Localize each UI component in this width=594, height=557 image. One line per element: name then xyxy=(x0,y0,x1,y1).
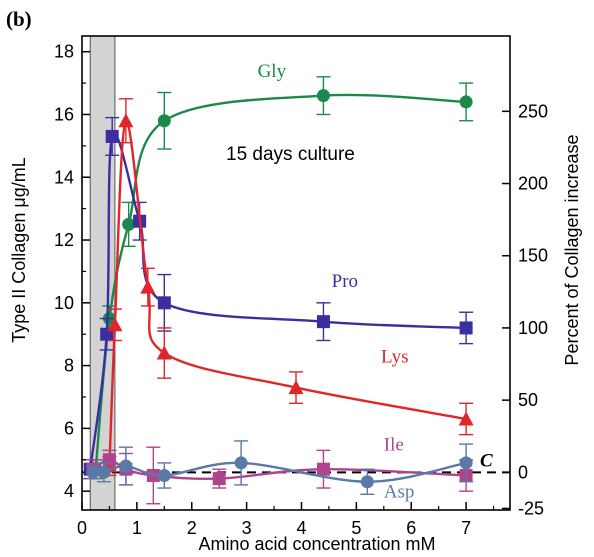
series-asp xyxy=(85,440,474,496)
ile-point xyxy=(212,472,226,486)
lys-point xyxy=(156,345,172,360)
ile-point xyxy=(102,453,116,467)
lys-point xyxy=(458,411,474,426)
asp-point xyxy=(119,459,133,473)
curve-label-asp: Asp xyxy=(384,481,415,502)
y-tick-label: 6 xyxy=(64,418,74,438)
pro-point xyxy=(459,321,473,335)
x-tick-label: 4 xyxy=(296,518,306,538)
curve-label-pro: Pro xyxy=(332,271,358,292)
y-tick-label: 14 xyxy=(54,167,74,187)
panel-label: (b) xyxy=(6,7,32,31)
x-tick-label: 2 xyxy=(187,518,197,538)
y-tick-label: 16 xyxy=(54,104,74,124)
series-group xyxy=(83,76,474,505)
asp-point xyxy=(157,468,171,482)
x-tick-label: 3 xyxy=(242,518,252,538)
lys-line xyxy=(108,119,467,467)
y2-axis-label: Percent of Collagen increase xyxy=(562,134,582,365)
curve-label-gly: Gly xyxy=(258,61,287,82)
y2-tick-label: 100 xyxy=(518,318,548,338)
gly-point xyxy=(316,89,330,103)
plot-frame xyxy=(81,35,511,511)
x-tick-label: 1 xyxy=(132,518,142,538)
y2-tick-label: -25 xyxy=(518,498,544,518)
curve-label-lys: Lys xyxy=(381,346,408,367)
y2-tick-label: 150 xyxy=(518,246,548,266)
lys-point xyxy=(140,279,156,294)
pro-point xyxy=(105,129,119,143)
x-tick-label: 5 xyxy=(351,518,361,538)
pro-point xyxy=(316,315,330,329)
y-tick-label: 12 xyxy=(54,230,74,250)
control-label: C xyxy=(480,450,493,471)
series-lys xyxy=(101,98,474,477)
y-tick-label: 8 xyxy=(64,356,74,376)
asp-point xyxy=(459,456,473,470)
y-axis-right: -25 0 50 100 150 200 250 xyxy=(502,101,548,518)
asp-point xyxy=(97,465,111,479)
y2-tick-label: 250 xyxy=(518,101,548,121)
y-axis-label: Type II Collagen μg/mL xyxy=(9,157,29,342)
ile-point xyxy=(316,462,330,476)
y2-tick-label: 0 xyxy=(518,462,528,482)
curve-label-ile: Ile xyxy=(384,434,404,455)
lys-point xyxy=(118,113,134,128)
lys-point xyxy=(107,317,123,332)
annotation-label: 15 days culture xyxy=(226,144,355,165)
gly-point xyxy=(157,114,171,128)
asp-point xyxy=(234,456,248,470)
x-tick-label: 7 xyxy=(461,518,471,538)
y2-tick-label: 50 xyxy=(518,390,538,410)
y-tick-label: 10 xyxy=(54,293,74,313)
x-tick-label: 6 xyxy=(406,518,416,538)
y-tick-label: 4 xyxy=(64,481,74,501)
curve-labels: Gly Pro Lys Ile Asp xyxy=(258,61,415,503)
y-axis-left: 4 6 8 10 12 14 16 18 xyxy=(54,42,90,501)
pro-point xyxy=(157,296,171,310)
asp-point xyxy=(360,475,374,489)
series-pro xyxy=(83,116,474,480)
y2-tick-label: 200 xyxy=(518,174,548,194)
gly-point xyxy=(459,95,473,109)
lys-point xyxy=(288,380,304,395)
x-axis: 0 1 2 3 4 5 6 7 xyxy=(77,502,495,538)
x-axis-label: Amino acid concentration mM xyxy=(198,534,435,554)
asp-point xyxy=(86,465,100,479)
gly-point xyxy=(122,217,136,231)
pro-line xyxy=(89,132,467,470)
x-tick-label: 0 xyxy=(77,518,87,538)
y-tick-label: 18 xyxy=(54,42,74,62)
